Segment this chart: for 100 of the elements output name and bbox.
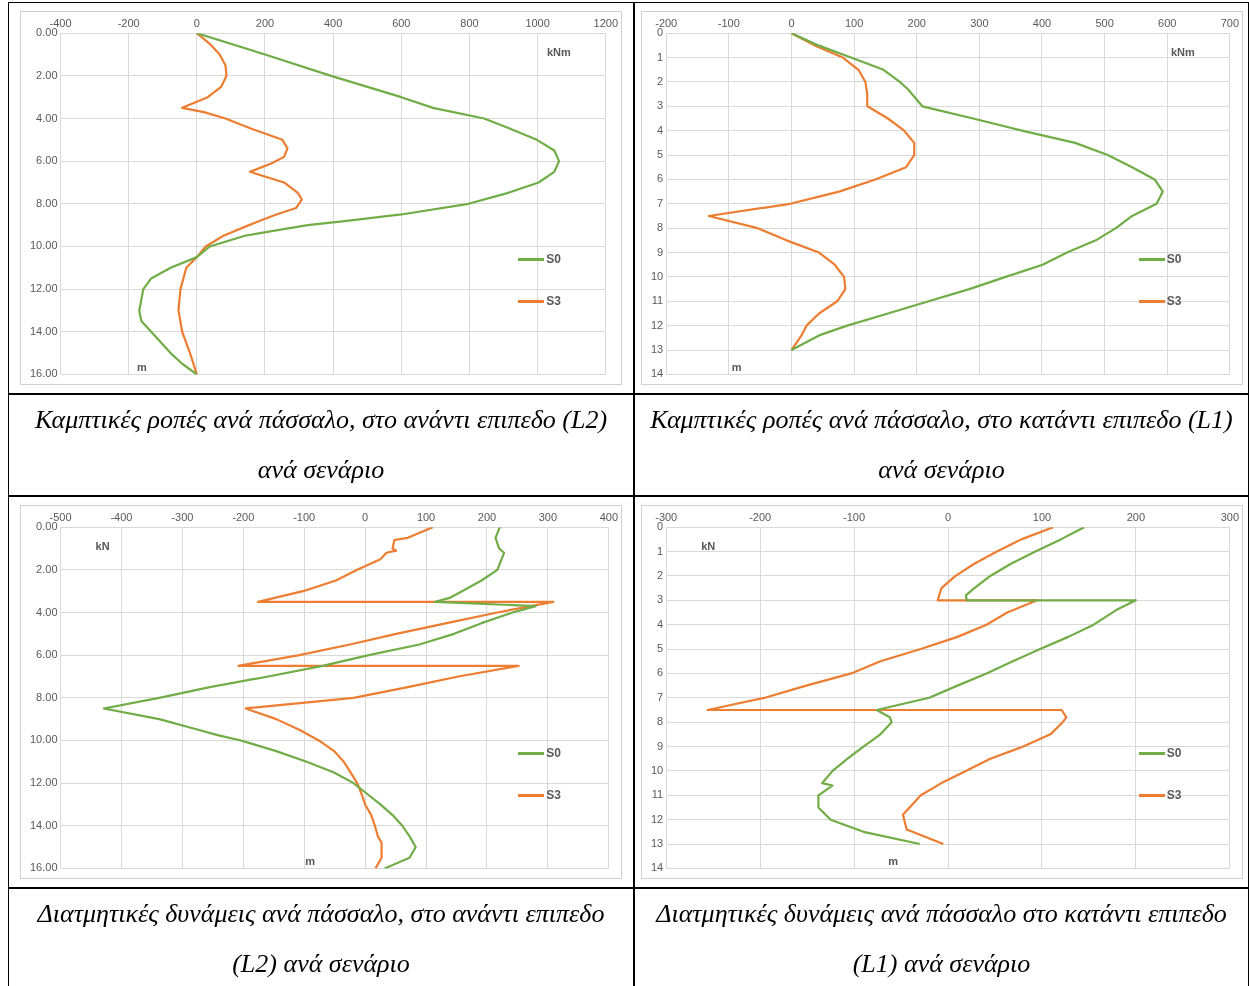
y-axis-title: m — [887, 855, 898, 868]
y-tick-label: 0.00 — [36, 520, 58, 533]
y-tick-label: 9 — [656, 739, 663, 752]
y-tick-label: 11 — [651, 788, 663, 801]
y-tick-label: 6 — [656, 666, 663, 679]
y-tick-label: 4.00 — [36, 605, 58, 618]
y-tick-label: 0 — [656, 520, 663, 533]
x-tick-label: 200 — [907, 16, 926, 29]
x-tick-label: 0 — [362, 510, 369, 523]
legend-label: S0 — [1166, 252, 1182, 266]
legend-label: S3 — [546, 788, 561, 802]
y-tick-label: 12.00 — [30, 282, 58, 295]
y-tick-label: 12.00 — [30, 776, 58, 789]
text: Διατμητικές δυνάμεις ανά πάσσαλο, στο ανάντι επιπεδο (L2) ανά σενάριο — [8, 888, 634, 986]
y-tick-label: 2 — [656, 74, 663, 87]
y-tick-label: 10 — [650, 269, 663, 282]
y-tick-label: 3 — [656, 593, 663, 606]
x-tick-label: -100 — [293, 510, 316, 523]
y-tick-label: 16.00 — [30, 367, 58, 380]
x-tick-label: -100 — [717, 16, 740, 29]
y-tick-label: 14 — [650, 861, 663, 874]
x-tick-label: 100 — [416, 510, 436, 523]
x-tick-label: 100 — [844, 16, 863, 29]
y-tick-label: 7 — [656, 196, 663, 209]
y-tick-label: 12 — [650, 318, 663, 331]
y-tick-label: 5 — [656, 148, 663, 161]
x-tick-label: 400 — [1032, 16, 1051, 29]
y-tick-label: 3 — [656, 99, 663, 112]
y-tick-label: 2 — [656, 568, 663, 581]
y-tick-label: 10.00 — [30, 239, 58, 252]
y-tick-label: 5 — [656, 642, 663, 655]
x-tick-label: -100 — [842, 510, 865, 523]
y-tick-label: 10 — [650, 763, 663, 776]
x-tick-label: 700 — [1220, 16, 1239, 29]
x-tick-label: 600 — [392, 16, 411, 29]
x-tick-label: 300 — [969, 16, 989, 29]
x-tick-label: 100 — [1032, 510, 1051, 523]
y-tick-label: 1 — [656, 50, 663, 63]
y-tick-label: 4 — [656, 617, 663, 630]
x-tick-label: -400 — [49, 16, 72, 29]
y-tick-label: 14.00 — [30, 324, 58, 337]
x-tick-label: 0 — [193, 16, 200, 29]
x-tick-label: -400 — [110, 510, 133, 523]
x-axis-title: kNm — [546, 46, 571, 59]
x-tick-label: -300 — [171, 510, 194, 523]
x-axis-title: kN — [700, 540, 715, 553]
x-tick-label: 1000 — [525, 16, 550, 29]
y-tick-label: 14 — [650, 367, 663, 380]
x-axis-title: kN — [95, 540, 110, 553]
y-tick-label: 4.00 — [36, 111, 58, 124]
y-tick-label: 11 — [651, 294, 663, 307]
y-tick-label: 9 — [656, 245, 663, 258]
y-tick-label: 6.00 — [36, 648, 58, 661]
x-tick-label: 200 — [477, 510, 497, 523]
legend-label: S0 — [546, 252, 561, 266]
x-tick-label: -200 — [654, 16, 677, 29]
y-axis-title: m — [137, 361, 148, 374]
x-tick-label: -200 — [117, 16, 140, 29]
legend-label: S3 — [1166, 294, 1182, 308]
legend-label: S3 — [1166, 788, 1182, 802]
legend-label: S0 — [546, 746, 561, 760]
y-tick-label: 7 — [656, 690, 663, 703]
y-tick-label: 6 — [656, 172, 663, 185]
text: Καμπτικές ροπές ανά πάσσαλο, στο κατάντι επιπεδο (L1) ανά σενάριο — [634, 394, 1249, 496]
y-tick-label: 8.00 — [36, 196, 58, 209]
x-tick-label: 200 — [1126, 510, 1145, 523]
x-tick-label: 0 — [944, 510, 951, 523]
text: Διατμητικές δυνάμεις ανά πάσσαλο στο κατάντι επιπεδο (L1) ανά σενάριο — [634, 888, 1249, 986]
y-tick-label: 2.00 — [36, 68, 58, 81]
y-tick-label: 4 — [656, 123, 663, 136]
legend-label: S0 — [1166, 746, 1182, 760]
y-tick-label: 0 — [656, 26, 663, 39]
y-tick-label: 14.00 — [30, 818, 58, 831]
x-tick-label: 400 — [323, 16, 343, 29]
y-tick-label: 8 — [656, 221, 663, 234]
x-tick-label: 600 — [1157, 16, 1176, 29]
x-tick-label: 200 — [255, 16, 275, 29]
y-tick-label: 10.00 — [30, 733, 58, 746]
y-tick-label: 0.00 — [36, 26, 58, 39]
x-tick-label: 800 — [460, 16, 479, 29]
y-tick-label: 12 — [650, 812, 663, 825]
y-axis-title: m — [305, 855, 316, 868]
y-tick-label: 8 — [656, 715, 663, 728]
x-tick-label: 300 — [538, 510, 558, 523]
y-tick-label: 16.00 — [30, 861, 58, 874]
y-tick-label: 8.00 — [36, 690, 58, 703]
y-tick-label: 6.00 — [36, 154, 58, 167]
x-tick-label: -300 — [654, 510, 677, 523]
y-axis-title: m — [731, 361, 742, 374]
y-tick-label: 2.00 — [36, 562, 58, 575]
x-tick-label: -200 — [748, 510, 771, 523]
x-tick-label: 300 — [1220, 510, 1239, 523]
y-tick-label: 13 — [650, 837, 663, 850]
legend-label: S3 — [546, 294, 561, 308]
x-tick-label: 500 — [1094, 16, 1114, 29]
x-axis-title: kNm — [1170, 46, 1195, 59]
x-tick-label: -200 — [232, 510, 255, 523]
x-tick-label: 400 — [599, 510, 618, 523]
x-tick-label: 0 — [787, 16, 795, 29]
x-tick-label: 1200 — [593, 16, 619, 29]
